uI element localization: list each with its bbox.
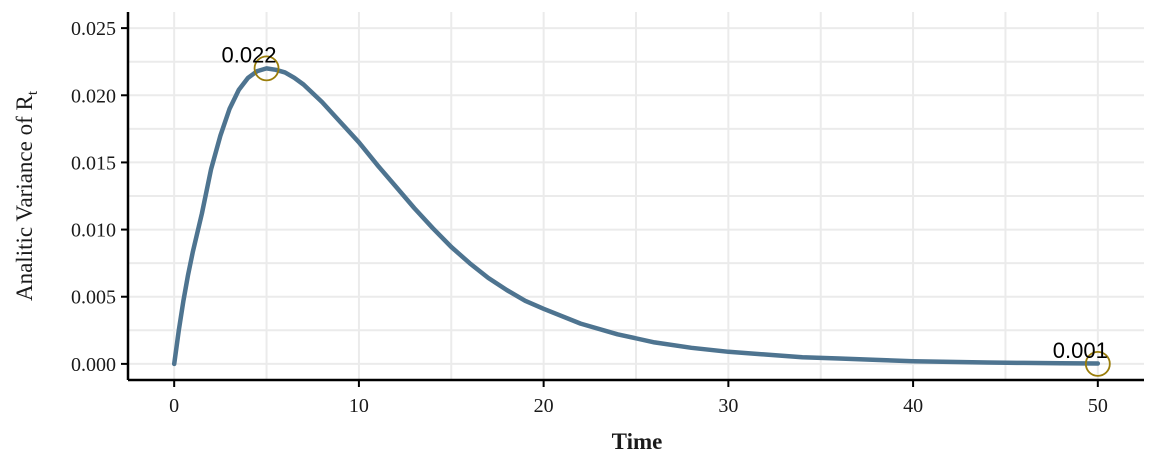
- x-axis-title: Time: [612, 429, 663, 454]
- y-tick-label: 0.000: [71, 354, 116, 376]
- y-tick-label: 0.020: [71, 85, 116, 107]
- annotation-circle: [1084, 350, 1111, 377]
- y-tick-label: 0.005: [71, 287, 116, 309]
- annotation-label: 0.022: [221, 42, 276, 67]
- x-tick-label: 50: [1088, 395, 1108, 417]
- series-layer: [171, 66, 1101, 367]
- y-axis-title-main: Analitic Variance of R: [12, 94, 37, 301]
- series-line-0: [171, 66, 1101, 367]
- annotation-label: 0.001: [1053, 338, 1108, 363]
- annotation-layer: 0.022 0.001: [221, 42, 1111, 377]
- y-axis-title-subscript: t: [25, 90, 41, 95]
- annotation-circle: [253, 55, 280, 82]
- x-tick-label: 30: [718, 395, 738, 417]
- grid-layer: [128, 12, 1144, 380]
- x-tick-label: 10: [349, 395, 369, 417]
- y-tick-label: 0.015: [71, 152, 116, 174]
- x-tick-label: 20: [534, 395, 554, 417]
- y-tick-label: 0.025: [71, 18, 116, 40]
- axis-layer: 0 10 20 30 40 50 0.000 0.005 0.010 0.015 0.020 0.02…: [71, 12, 1144, 417]
- y-axis-title: Analitic Variance of Rt: [12, 90, 41, 301]
- x-tick-label: 0: [169, 395, 179, 417]
- x-tick-label: 40: [903, 395, 923, 417]
- y-tick-label: 0.010: [71, 220, 116, 242]
